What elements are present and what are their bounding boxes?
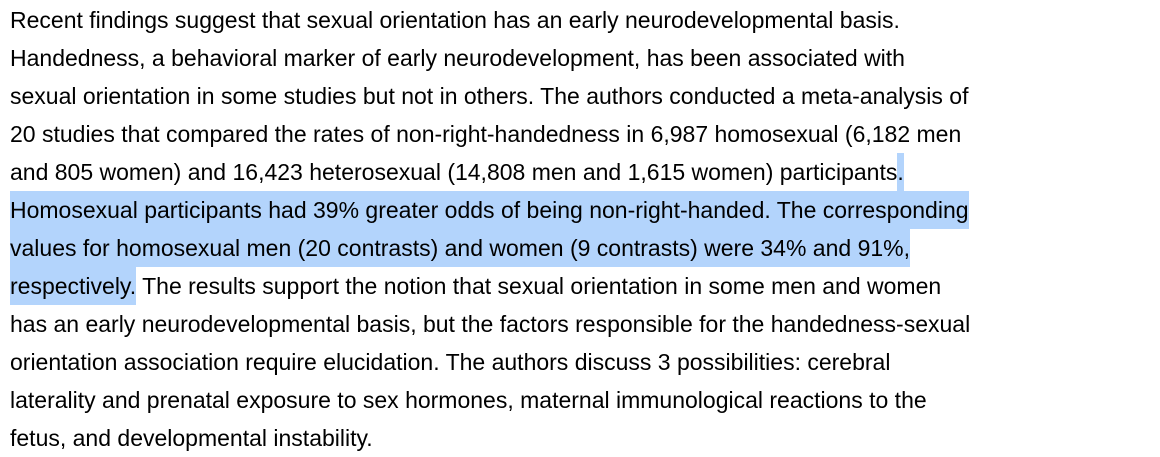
selected-text: respectively. — [10, 267, 137, 305]
selected-text: . — [897, 153, 904, 191]
selected-text: values for homosexual men (20 contrasts)… — [10, 229, 910, 267]
text-span: Recent findings suggest that sexual orie… — [10, 7, 900, 33]
abstract-text: Recent findings suggest that sexual orie… — [10, 1, 970, 457]
text-line: has an early neurodevelopmental basis, b… — [10, 305, 970, 343]
text-span: orientation association require elucidat… — [10, 349, 891, 375]
text-span: laterality and prenatal exposure to sex … — [10, 387, 927, 413]
text-line: Recent findings suggest that sexual orie… — [10, 1, 970, 39]
text-span: The results support the notion that sexu… — [136, 273, 942, 299]
text-span: 20 studies that compared the rates of no… — [10, 121, 962, 147]
text-line: 20 studies that compared the rates of no… — [10, 115, 970, 153]
text-span: fetus, and developmental instability. — [10, 425, 373, 451]
text-span: and 805 women) and 16,423 heterosexual (… — [10, 159, 898, 185]
text-line: and 805 women) and 16,423 heterosexual (… — [10, 153, 970, 191]
text-line: orientation association require elucidat… — [10, 343, 970, 381]
text-span: has an early neurodevelopmental basis, b… — [10, 311, 971, 337]
text-span: sexual orientation in some studies but n… — [10, 83, 969, 109]
text-line: laterality and prenatal exposure to sex … — [10, 381, 970, 419]
text-line: values for homosexual men (20 contrasts)… — [10, 229, 970, 267]
text-line: Homosexual participants had 39% greater … — [10, 191, 970, 229]
text-span: Handedness, a behavioral marker of early… — [10, 45, 905, 71]
text-line: respectively. The results support the no… — [10, 267, 970, 305]
selected-text: Homosexual participants had 39% greater … — [10, 191, 969, 229]
text-line: fetus, and developmental instability. — [10, 419, 970, 457]
text-line: sexual orientation in some studies but n… — [10, 77, 970, 115]
text-line: Handedness, a behavioral marker of early… — [10, 39, 970, 77]
